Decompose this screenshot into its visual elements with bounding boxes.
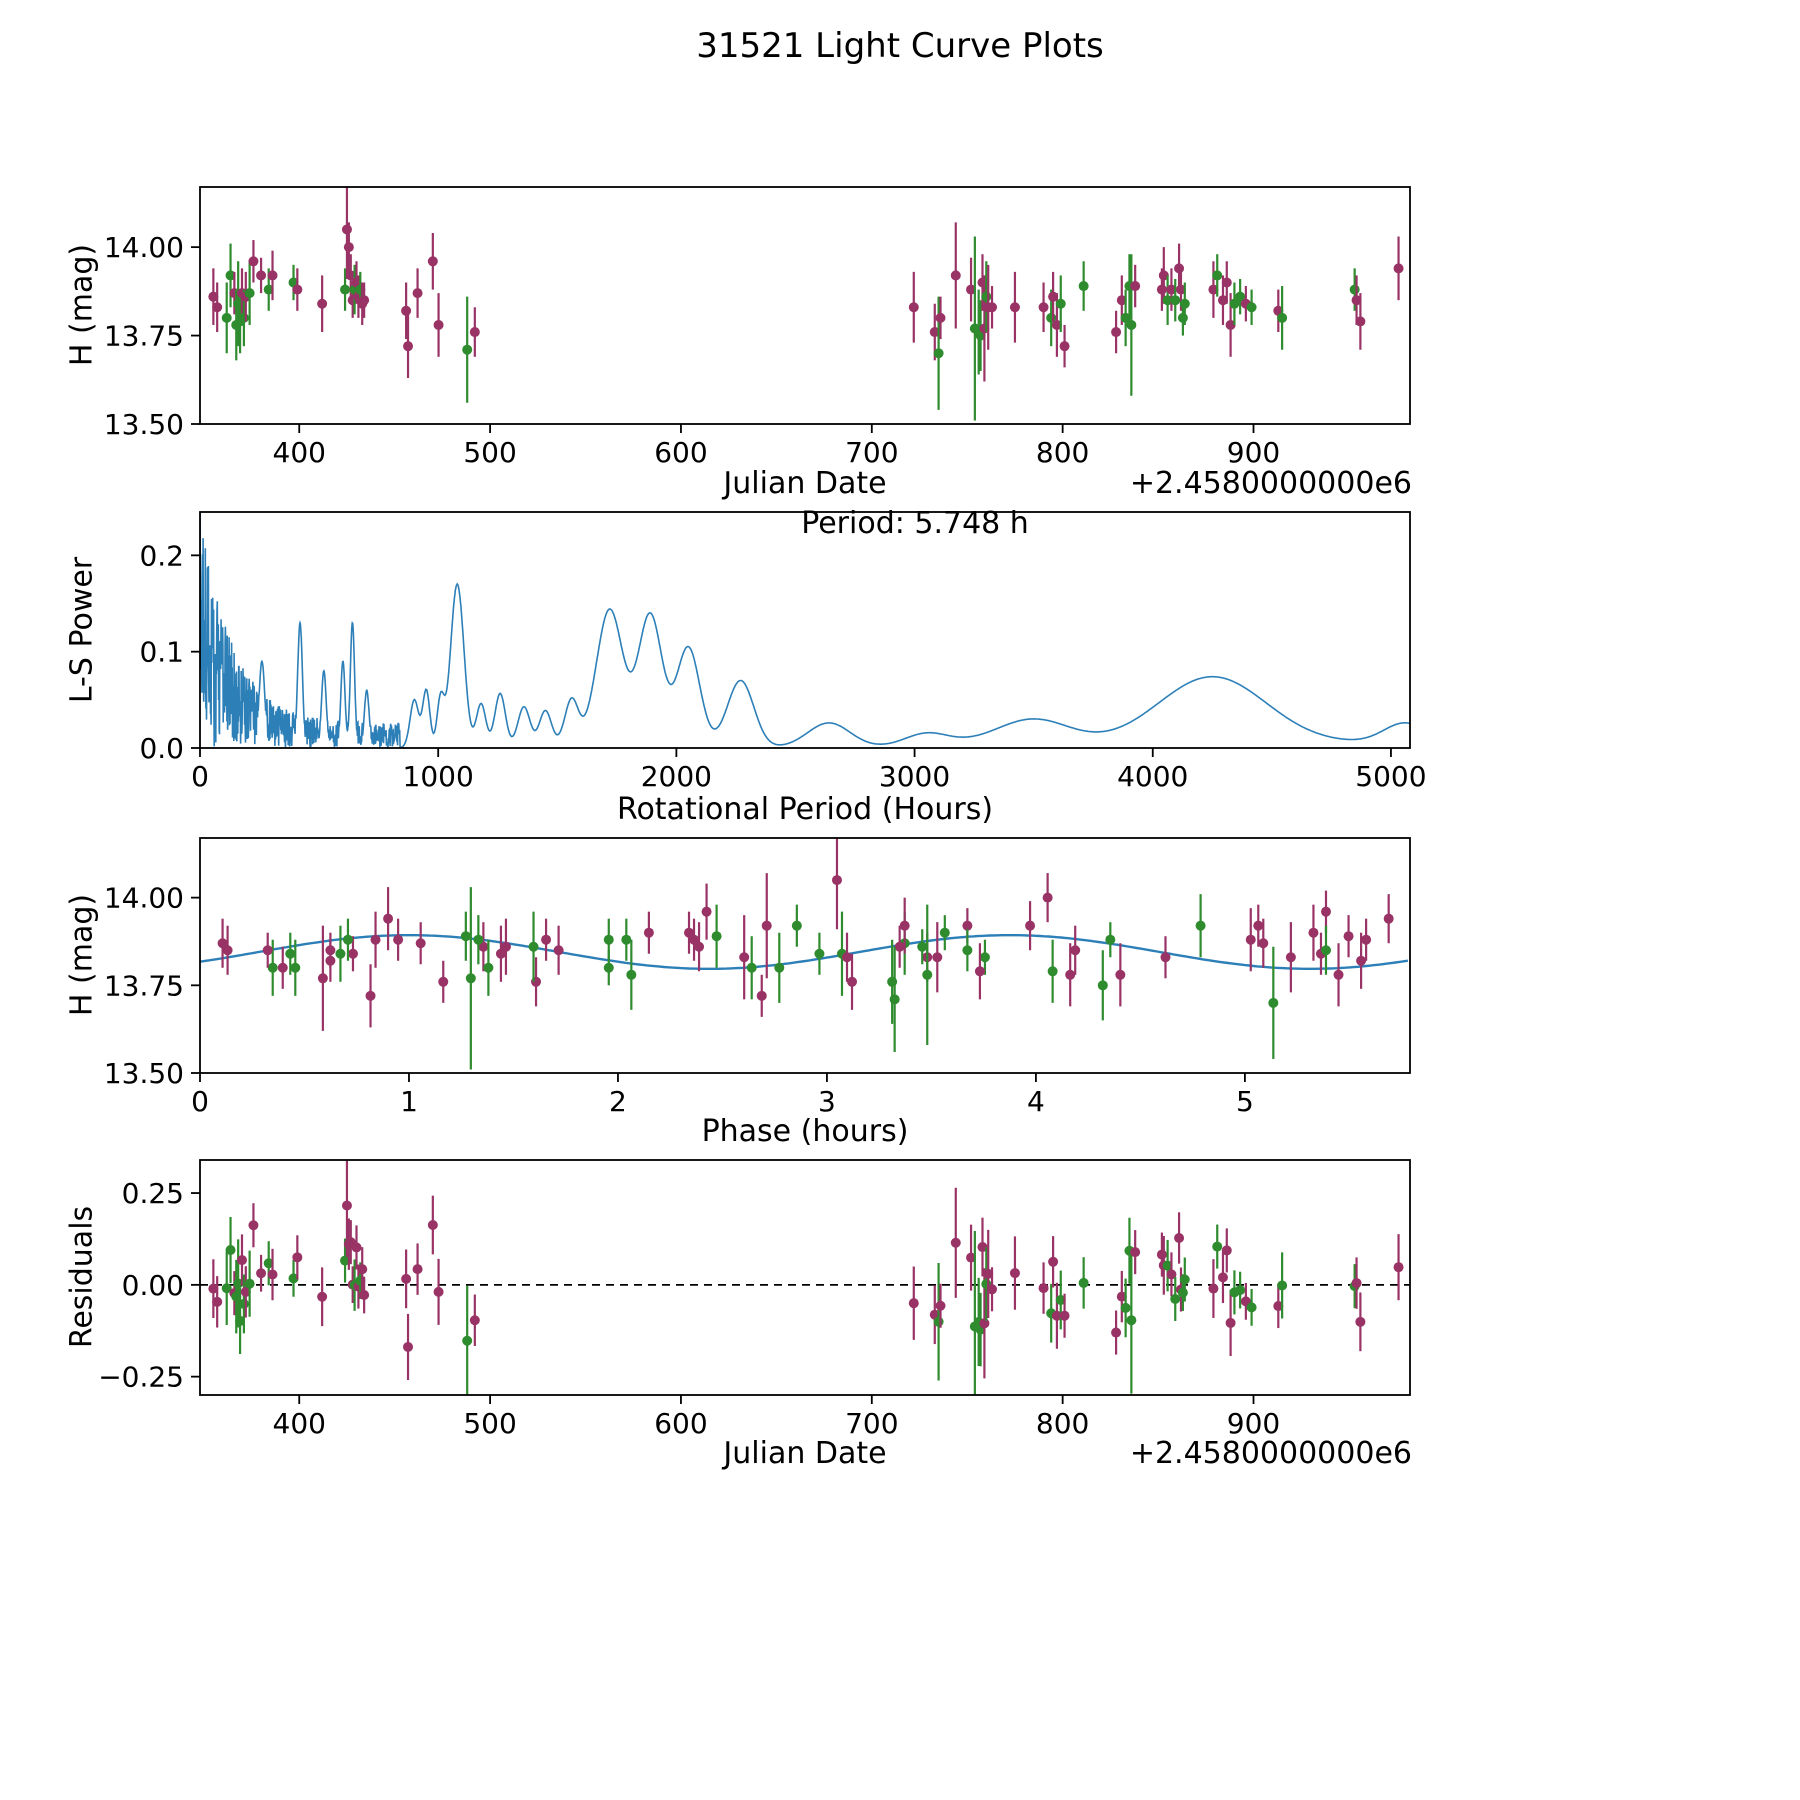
svg-text:0: 0 (191, 1085, 209, 1118)
svg-text:3000: 3000 (879, 760, 950, 793)
svg-text:13.75: 13.75 (104, 320, 184, 353)
residuals-axes: 400 500 600 700 800 900 −0.25 0.00 0.25 (98, 1159, 1411, 1440)
svg-text:600: 600 (654, 1407, 707, 1440)
svg-text:0.2: 0.2 (139, 539, 184, 572)
svg-text:800: 800 (1036, 436, 1089, 469)
residuals-x-offset-label: +2.4580000000e6 (1129, 1436, 1412, 1471)
svg-text:500: 500 (463, 1407, 516, 1440)
svg-text:0.0: 0.0 (139, 732, 184, 765)
svg-text:600: 600 (654, 436, 707, 469)
svg-text:5000: 5000 (1355, 760, 1426, 793)
phase-y-axis-label: H (mag) (64, 893, 100, 1017)
svg-text:13.75: 13.75 (104, 969, 184, 1002)
phase-fit-curve (200, 934, 1409, 970)
svg-text:5: 5 (1236, 1085, 1254, 1118)
figure-title: 31521 Light Curve Plots (696, 26, 1104, 66)
svg-text:900: 900 (1227, 1407, 1280, 1440)
lightcurve-x-axis-label: Julian Date (723, 466, 887, 501)
periodogram-x-axis-label: Rotational Period (Hours) (616, 792, 994, 827)
svg-text:400: 400 (273, 436, 326, 469)
svg-text:4: 4 (1027, 1085, 1045, 1118)
svg-text:13.50: 13.50 (104, 1057, 184, 1090)
phase-x-axis-label: Phase (hours) (701, 1114, 909, 1149)
svg-text:1000: 1000 (403, 760, 474, 793)
svg-text:0.25: 0.25 (122, 1177, 184, 1210)
svg-text:400: 400 (273, 1407, 326, 1440)
svg-text:14.00: 14.00 (104, 882, 184, 915)
lightcurve-axes: 400 500 600 700 800 900 13.50 13.75 14.00 (104, 186, 1411, 469)
svg-text:500: 500 (463, 436, 516, 469)
periodogram-y-axis-label: L-S Power (64, 556, 100, 704)
residuals-points (208, 1160, 1404, 1395)
svg-text:4000: 4000 (1117, 760, 1188, 793)
svg-text:700: 700 (845, 1407, 898, 1440)
svg-text:14.00: 14.00 (104, 231, 184, 264)
residuals-y-axis-label: Residuals (64, 1205, 100, 1349)
svg-text:3: 3 (818, 1085, 836, 1118)
svg-text:700: 700 (845, 436, 898, 469)
svg-text:2000: 2000 (641, 760, 712, 793)
lightcurve-points (208, 187, 1404, 421)
phase-points (217, 838, 1394, 1070)
residuals-x-axis-label: Julian Date (723, 1436, 887, 1471)
svg-text:0: 0 (191, 760, 209, 793)
svg-text:−0.25: −0.25 (98, 1361, 184, 1394)
lightcurve-x-offset-label: +2.4580000000e6 (1129, 466, 1412, 501)
lightcurve-y-axis-label: H (mag) (64, 243, 100, 367)
periodogram-line (200, 512, 1410, 748)
svg-text:900: 900 (1227, 436, 1280, 469)
svg-text:1: 1 (400, 1085, 418, 1118)
phase-axes: 0 1 2 3 4 5 13.50 13.75 14.00 (104, 837, 1411, 1118)
svg-text:2: 2 (609, 1085, 627, 1118)
svg-text:13.50: 13.50 (104, 408, 184, 441)
svg-text:800: 800 (1036, 1407, 1089, 1440)
svg-text:0.00: 0.00 (122, 1269, 184, 1302)
period-annotation: Period: 5.748 h (801, 506, 1029, 541)
svg-text:0.1: 0.1 (139, 636, 184, 669)
periodogram-axes: 0 1000 2000 3000 4000 5000 0.0 0.1 0.2 (139, 511, 1427, 793)
